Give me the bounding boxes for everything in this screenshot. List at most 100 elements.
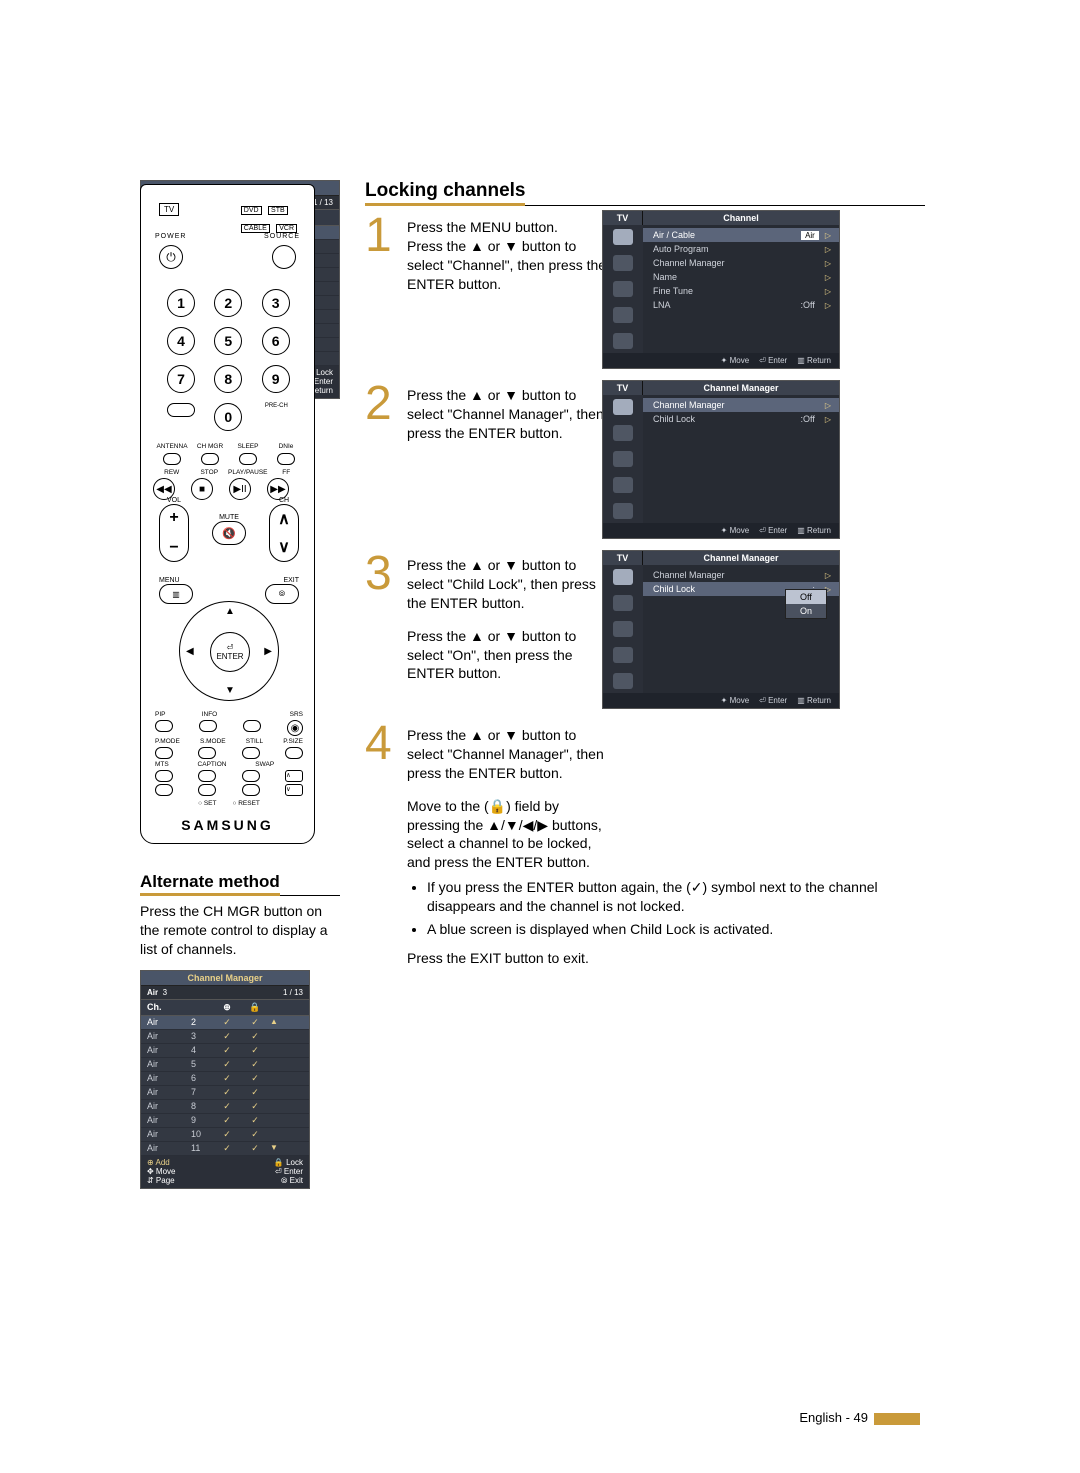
srs-label: SRS bbox=[290, 711, 303, 718]
vol-rocker[interactable]: +− bbox=[159, 504, 189, 562]
sleep-label: SLEEP bbox=[229, 443, 267, 450]
smode-label: S.MODE bbox=[200, 738, 226, 745]
antenna-label: ANTENNA bbox=[153, 443, 191, 450]
srs-button[interactable]: ◉ bbox=[287, 720, 303, 736]
alternate-text: Press the CH MGR button on the remote co… bbox=[140, 902, 340, 959]
dnie-label: DNIe bbox=[267, 443, 305, 450]
prech-label: PRE-CH bbox=[262, 403, 291, 431]
table-row[interactable]: Air3✓✓ bbox=[141, 1030, 309, 1044]
chmgr-label: CH MGR bbox=[191, 443, 229, 450]
still-label: STILL bbox=[246, 738, 263, 745]
vol-label: VOL bbox=[159, 497, 189, 504]
num-3[interactable]: 3 bbox=[262, 289, 290, 317]
set-label: SET bbox=[204, 800, 217, 807]
menu-item[interactable]: Air / CableAir▷ bbox=[643, 228, 839, 242]
remote-tv-label: TV bbox=[159, 203, 179, 216]
ff-label: FF bbox=[268, 469, 306, 476]
source-button[interactable] bbox=[272, 245, 296, 269]
sleep-button[interactable] bbox=[239, 453, 257, 465]
step-3-text1: Press the ▲ or ▼ button to select "Child… bbox=[407, 556, 607, 613]
channel-manager-small: Channel Manager Air 3 1 / 13 Ch. ⊕ 🔒 Air… bbox=[140, 970, 310, 1189]
osd-icon bbox=[613, 229, 633, 245]
table-row[interactable]: Air4✓✓ bbox=[141, 1044, 309, 1058]
num-4[interactable]: 4 bbox=[167, 327, 195, 355]
menu-item[interactable]: Child Lock:Off▷ bbox=[643, 412, 839, 426]
osd-child-lock-menu: TVChannel Manager Channel Manager▷Child … bbox=[602, 550, 840, 709]
step-4-bullet1: If you press the ENTER button again, the… bbox=[427, 878, 899, 916]
remote-stb-label: STB bbox=[268, 206, 288, 215]
info-button[interactable] bbox=[199, 720, 217, 732]
page-footer: English - 49 bbox=[799, 1410, 920, 1425]
menu-item[interactable]: Channel Manager▷ bbox=[643, 568, 839, 582]
table-row[interactable]: Air2✓✓▲ bbox=[141, 1016, 309, 1030]
num-8[interactable]: 8 bbox=[214, 365, 242, 393]
step-4-text1: Press the ▲ or ▼ button to select "Chann… bbox=[407, 726, 607, 783]
info-label: INFO bbox=[202, 711, 218, 718]
table-row[interactable]: Air8✓✓ bbox=[141, 1100, 309, 1114]
osd-channel-menu: TVChannel Air / CableAir▷Auto Program▷Ch… bbox=[602, 210, 840, 369]
num-2[interactable]: 2 bbox=[214, 289, 242, 317]
table-row[interactable]: Air5✓✓ bbox=[141, 1058, 309, 1072]
menu-button[interactable]: ▥ bbox=[159, 584, 193, 604]
reset-label: RESET bbox=[238, 800, 260, 807]
osd-channel-manager-menu: TVChannel Manager Channel Manager▷Child … bbox=[602, 380, 840, 539]
enter-button[interactable]: ⏎ENTER bbox=[210, 632, 250, 672]
menu-item[interactable]: Channel Manager▷ bbox=[643, 256, 839, 270]
mts-label: MTS bbox=[155, 761, 169, 768]
stop-label: STOP bbox=[191, 469, 229, 476]
play-label: PLAY/PAUSE bbox=[228, 469, 268, 476]
menu-item[interactable]: Auto Program▷ bbox=[643, 242, 839, 256]
table-row[interactable]: Air6✓✓ bbox=[141, 1072, 309, 1086]
dnie-button[interactable] bbox=[277, 453, 295, 465]
chmgr-page: 1 / 13 bbox=[283, 988, 303, 997]
ch-rocker[interactable]: ∧∨ bbox=[269, 504, 299, 562]
num-0[interactable]: 0 bbox=[214, 403, 242, 431]
menu-item[interactable]: Fine Tune▷ bbox=[643, 284, 839, 298]
num-6[interactable]: 6 bbox=[262, 327, 290, 355]
num-1[interactable]: 1 bbox=[167, 289, 195, 317]
chmgr-col-add: ⊕ bbox=[213, 1002, 241, 1013]
menu-item[interactable]: Name▷ bbox=[643, 270, 839, 284]
caption-label: CAPTION bbox=[198, 761, 227, 768]
swap-label: SWAP bbox=[255, 761, 274, 768]
step-4-exit: Press the EXIT button to exit. bbox=[407, 949, 847, 968]
remote-dvd-label: DVD bbox=[241, 206, 262, 215]
num-9[interactable]: 9 bbox=[262, 365, 290, 393]
antenna-button[interactable] bbox=[163, 453, 181, 465]
step-2-text: Press the ▲ or ▼ button to select "Chann… bbox=[407, 386, 607, 443]
psize-label: P.SIZE bbox=[283, 738, 303, 745]
pip-button[interactable] bbox=[155, 720, 173, 732]
step-3-text2: Press the ▲ or ▼ button to select "On", … bbox=[407, 627, 607, 684]
remote-source-label: SOURCE bbox=[264, 233, 300, 240]
chmgr-title: Channel Manager bbox=[141, 971, 309, 986]
chmgr-button[interactable] bbox=[201, 453, 219, 465]
power-button[interactable]: ⏻ bbox=[159, 245, 183, 269]
menu-item[interactable]: Channel Manager▷ bbox=[643, 398, 839, 412]
num-5[interactable]: 5 bbox=[214, 327, 242, 355]
remote-vcr-label: VCR bbox=[276, 224, 297, 233]
ch-label: CH bbox=[269, 497, 299, 504]
mute-label: MUTE bbox=[212, 514, 246, 521]
remote-control: TV DVD STB CABLE VCR POWER ⏻ SOURCE 1 2 … bbox=[140, 184, 315, 844]
table-row[interactable]: Air9✓✓ bbox=[141, 1114, 309, 1128]
menu-item[interactable]: LNA:Off▷ bbox=[643, 298, 839, 312]
table-row[interactable]: Air11✓✓▼ bbox=[141, 1142, 309, 1156]
alternate-method-section: Alternate method Press the CH MGR button… bbox=[140, 872, 340, 959]
table-row[interactable]: Air7✓✓ bbox=[141, 1086, 309, 1100]
cursor-pad[interactable]: ▲ ▼ ◀ ▶ ⏎ENTER bbox=[179, 601, 279, 701]
step-3-number: 3 bbox=[365, 546, 392, 601]
pip-label: PIP bbox=[155, 711, 165, 718]
pmode-label: P.MODE bbox=[155, 738, 180, 745]
dash-button[interactable] bbox=[167, 403, 195, 417]
mute-button[interactable]: 🔇 bbox=[212, 521, 246, 545]
table-row[interactable]: Air10✓✓ bbox=[141, 1128, 309, 1142]
num-7[interactable]: 7 bbox=[167, 365, 195, 393]
step-2-number: 2 bbox=[365, 376, 392, 431]
exit-button[interactable]: ⦾ bbox=[265, 584, 299, 604]
chmgr-col-lock: 🔒 bbox=[241, 1002, 269, 1013]
step-4-bullet2: A blue screen is displayed when Child Lo… bbox=[427, 920, 899, 939]
section-title: Locking channels bbox=[365, 180, 925, 206]
rew-label: REW bbox=[153, 469, 191, 476]
child-lock-dropdown[interactable]: Off On bbox=[785, 589, 827, 619]
step-4-text2: Move to the (🔒) field by pressing the ▲/… bbox=[407, 797, 607, 873]
